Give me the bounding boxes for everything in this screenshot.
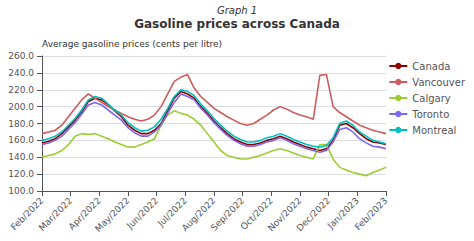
svg-text:Jul/2022: Jul/2022 (155, 195, 189, 229)
svg-text:Feb/2023: Feb/2023 (353, 195, 390, 232)
svg-text:Vancouver: Vancouver (412, 77, 466, 88)
svg-text:240.0: 240.0 (8, 68, 34, 78)
svg-text:Aug/2022: Aug/2022 (179, 195, 218, 234)
svg-text:Oct/2022: Oct/2022 (238, 195, 275, 232)
svg-text:Dec/2022: Dec/2022 (295, 195, 333, 233)
svg-text:Graph 1: Graph 1 (217, 5, 257, 16)
svg-text:100.0: 100.0 (8, 186, 34, 196)
svg-text:May/2022: May/2022 (93, 195, 132, 234)
svg-text:Mar/2022: Mar/2022 (36, 195, 75, 233)
svg-text:260.0: 260.0 (8, 51, 34, 61)
svg-text:200.0: 200.0 (8, 102, 34, 112)
svg-text:Gasoline prices across Canada: Gasoline prices across Canada (134, 17, 340, 31)
svg-text:Sep/2022: Sep/2022 (208, 195, 247, 233)
svg-text:Feb/2022: Feb/2022 (8, 195, 46, 233)
svg-text:Montreal: Montreal (412, 125, 456, 136)
svg-text:160.0: 160.0 (8, 135, 34, 145)
svg-text:180.0: 180.0 (8, 119, 34, 129)
svg-text:220.0: 220.0 (8, 85, 34, 95)
svg-text:Apr/2022: Apr/2022 (66, 195, 103, 232)
svg-text:Jun/2022: Jun/2022 (124, 195, 160, 231)
svg-text:Average gasoline prices (cents: Average gasoline prices (cents per litre… (42, 39, 222, 49)
svg-text:140.0: 140.0 (8, 152, 34, 162)
svg-text:120.0: 120.0 (8, 169, 34, 179)
svg-text:Nov/2022: Nov/2022 (265, 195, 304, 234)
svg-text:Jan/2023: Jan/2023 (325, 195, 361, 231)
svg-text:Calgary: Calgary (412, 93, 450, 104)
svg-text:Canada: Canada (412, 61, 450, 72)
svg-text:Toronto: Toronto (411, 109, 449, 120)
